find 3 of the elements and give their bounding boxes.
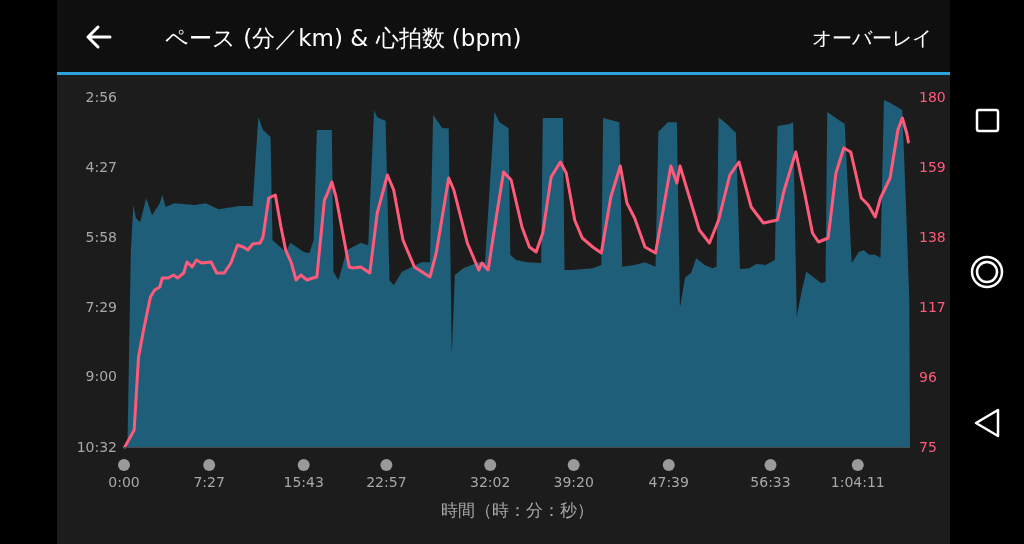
title: ペース (分／km) & 心拍数 (bpm) [165, 25, 522, 51]
xlabel: 時間（時：分：秒） [440, 500, 594, 520]
annotation: オーバーレイ [812, 26, 932, 50]
